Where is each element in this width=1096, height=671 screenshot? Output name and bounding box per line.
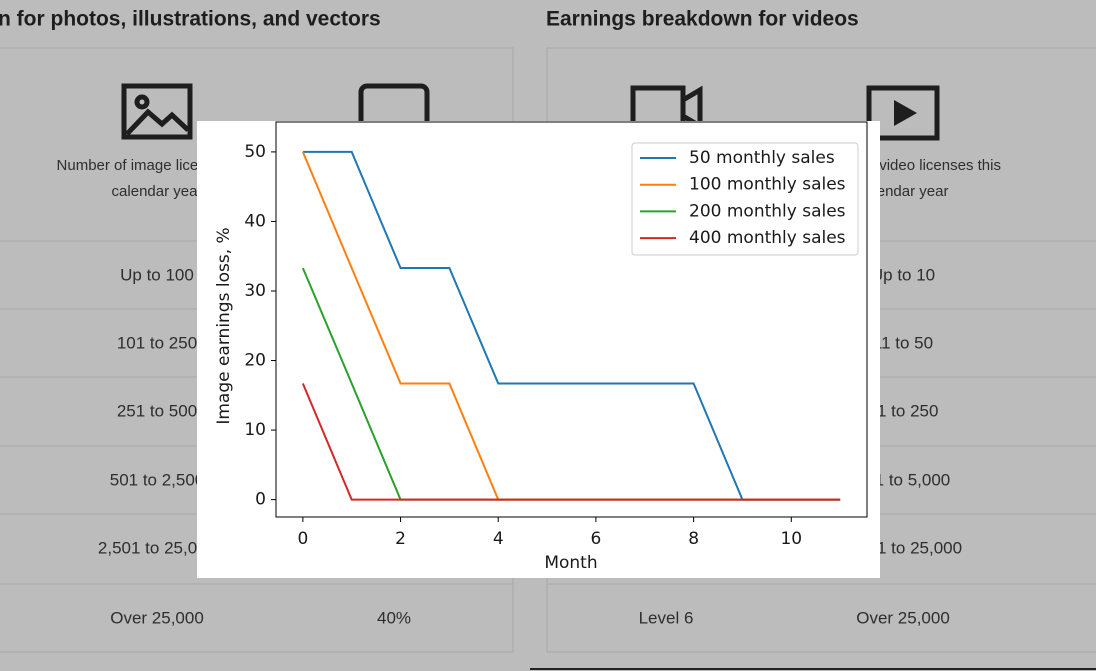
axes-frame xyxy=(275,121,868,518)
table-cell: Up to 10 xyxy=(871,265,935,284)
play-icon-triangle xyxy=(894,100,917,126)
y-tick-label: 0 xyxy=(255,490,266,510)
image-icon xyxy=(121,83,193,140)
right-heading: Earnings breakdown for videos xyxy=(546,8,859,31)
y-axis-label: Image earnings loss, % xyxy=(214,227,234,424)
table-cell: 251 to 500 xyxy=(117,401,197,420)
table-cell: 11 to 50 xyxy=(873,333,933,352)
table-cell: Over 25,000 xyxy=(110,608,204,627)
table-header: calendar year xyxy=(858,183,949,200)
image-icon-hill xyxy=(125,108,190,136)
series-line xyxy=(301,383,841,501)
y-tick-label: 30 xyxy=(244,281,266,301)
y-tick-label: 10 xyxy=(244,420,266,440)
table-cell: Over 25,000 xyxy=(856,608,950,627)
x-tick-label: 0 xyxy=(297,529,308,549)
table-cell: Up to 100 xyxy=(120,265,194,284)
y-tick-label: 50 xyxy=(244,142,266,162)
table-cell: 40% xyxy=(377,608,411,627)
x-tick-label: 8 xyxy=(688,529,699,549)
y-tick-label: 40 xyxy=(244,211,266,231)
table-cell: 501 to 2,500 xyxy=(110,470,205,489)
legend-box xyxy=(631,142,859,256)
table-cell: 51 to 250 xyxy=(868,401,939,420)
table-cell: 101 to 250 xyxy=(117,333,197,352)
left-heading: n for photos, illustrations, and vectors xyxy=(0,8,381,31)
legend-label: 400 monthly sales xyxy=(689,228,846,248)
y-tick-label: 20 xyxy=(244,351,266,371)
image-icon-sun xyxy=(134,94,150,110)
chart: Month Image earnings loss, % 01020304050… xyxy=(197,121,880,578)
legend-label: 200 monthly sales xyxy=(689,201,846,221)
table-cell: Level 6 xyxy=(639,608,694,627)
x-tick-label: 10 xyxy=(780,529,802,549)
legend-label: 50 monthly sales xyxy=(689,148,835,168)
play-icon xyxy=(866,85,940,141)
table-header: calendar year xyxy=(112,183,203,200)
x-tick-label: 2 xyxy=(395,529,406,549)
table-cell: 2,501 to 25,000 xyxy=(98,538,216,557)
x-axis-label: Month xyxy=(544,553,597,573)
x-tick-label: 6 xyxy=(591,529,602,549)
x-tick-label: 4 xyxy=(493,529,504,549)
legend-label: 100 monthly sales xyxy=(689,175,846,195)
